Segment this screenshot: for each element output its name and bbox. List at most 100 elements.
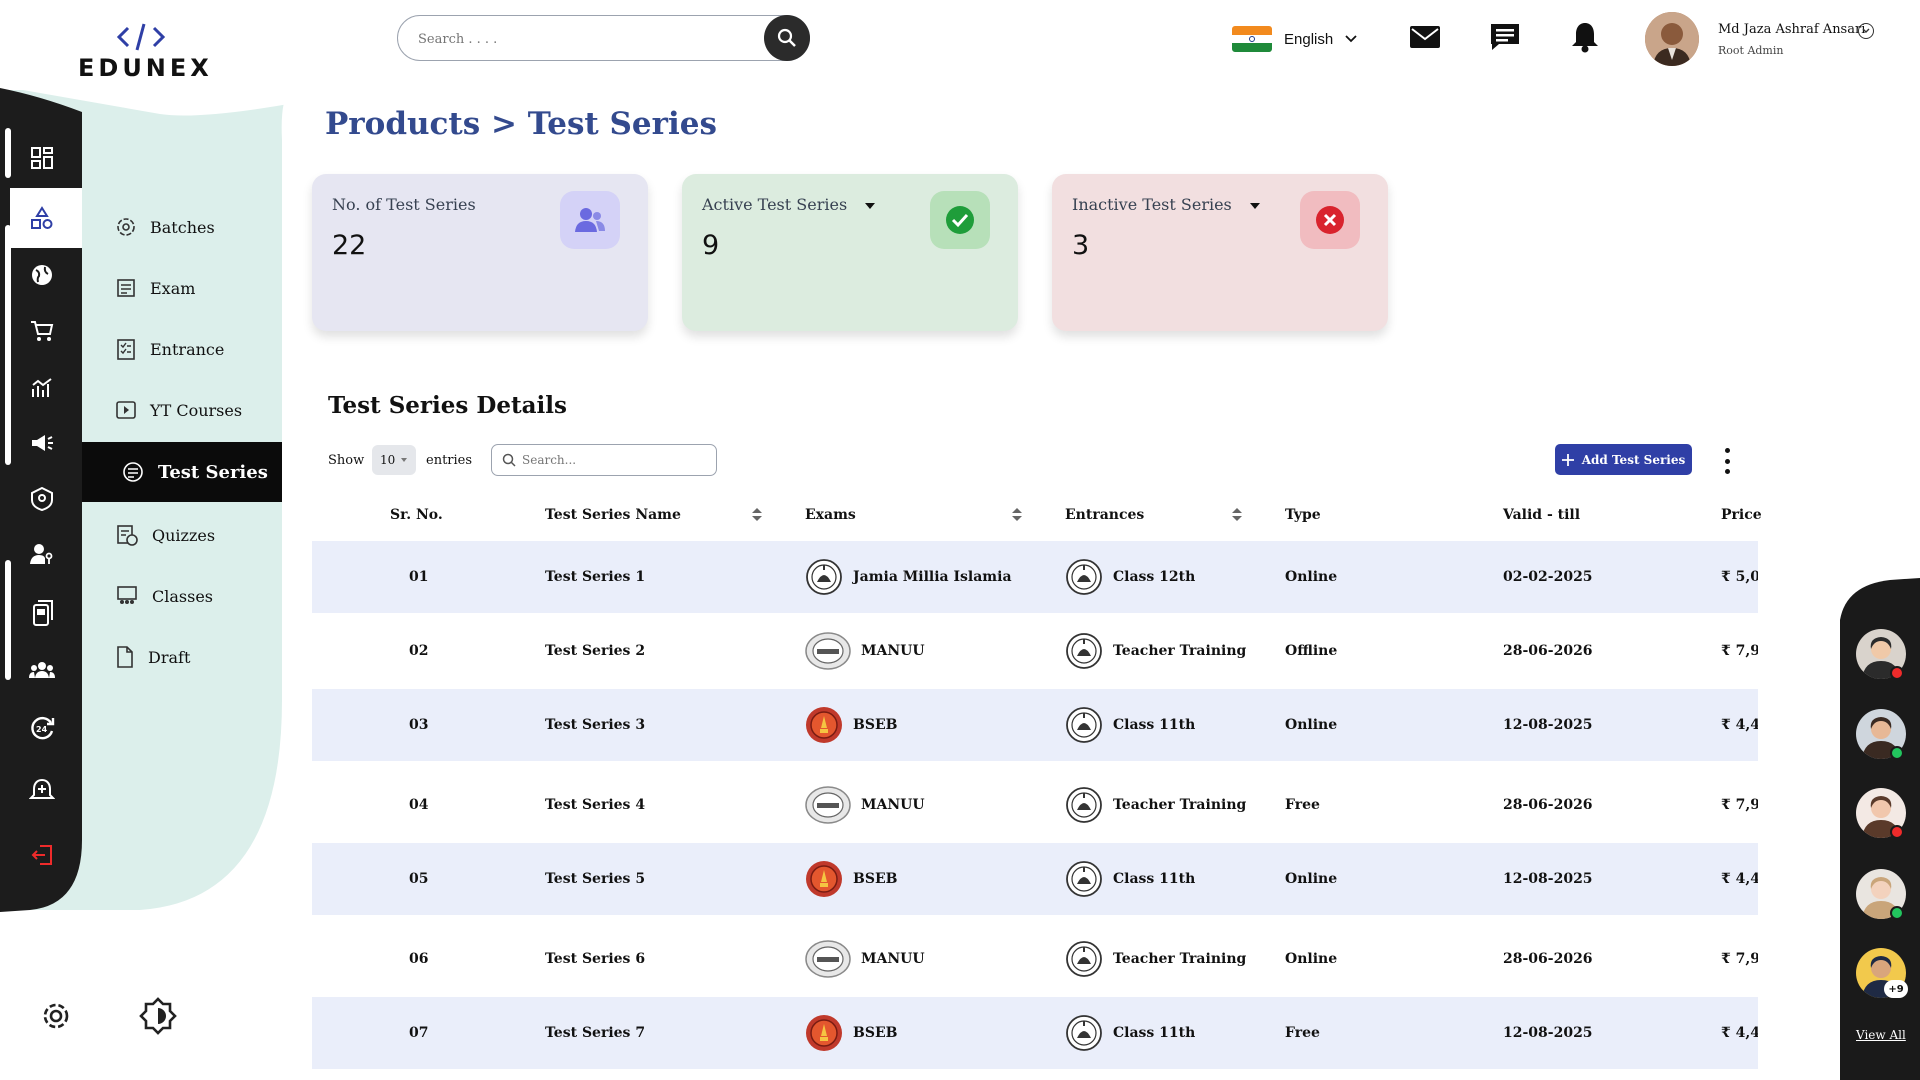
submenu-draft[interactable]: Draft xyxy=(116,643,190,671)
online-user-avatar[interactable] xyxy=(1856,869,1906,919)
table-row[interactable]: 01 Test Series 1 Jamia Millia Islamia Class… xyxy=(312,541,1758,613)
view-all-link[interactable]: View All xyxy=(1856,1028,1906,1042)
cell-name[interactable]: Test Series 1 xyxy=(545,569,646,585)
global-search-input[interactable] xyxy=(418,28,748,50)
rail-support[interactable]: 24 xyxy=(22,708,62,748)
device-icon xyxy=(33,600,53,626)
submenu-label: Classes xyxy=(152,586,213,606)
brand-logo[interactable]: EDUNEX xyxy=(78,22,209,84)
submenu-label: Test Series xyxy=(158,461,268,483)
plus-icon xyxy=(1561,453,1574,466)
column-header-valid[interactable]: Valid - till xyxy=(1503,507,1581,523)
submenu-label: Draft xyxy=(148,647,191,667)
page-size-select[interactable]: 10 xyxy=(372,445,416,475)
submenu-yt-courses[interactable]: YT Courses xyxy=(116,396,242,424)
submenu-entrance[interactable]: Entrance xyxy=(116,335,224,363)
rail-announcements[interactable] xyxy=(22,423,62,463)
add-test-series-button[interactable]: Add Test Series xyxy=(1555,444,1692,475)
cell-name[interactable]: Test Series 4 xyxy=(545,796,646,813)
global-search[interactable] xyxy=(397,15,810,61)
rail-dashboard[interactable] xyxy=(22,138,62,178)
user-name[interactable]: Md Jaza Ashraf Ansari xyxy=(1718,22,1866,37)
submenu-classes[interactable]: Classes xyxy=(116,582,213,610)
user-menu-chevron-icon[interactable] xyxy=(1858,23,1874,39)
column-header-entrances[interactable]: Entrances xyxy=(1065,507,1145,523)
cell-name[interactable]: Test Series 2 xyxy=(545,642,646,659)
exam-name: MANUU xyxy=(861,642,925,659)
table-search[interactable] xyxy=(491,444,717,476)
column-header-exams[interactable]: Exams xyxy=(805,507,856,523)
rail-security[interactable] xyxy=(22,479,62,519)
rail-products[interactable] xyxy=(22,198,62,238)
stat-label-row: Inactive Test Series xyxy=(1072,195,1260,214)
online-user-avatar[interactable] xyxy=(1856,948,1906,998)
column-header-sr[interactable]: Sr. No. xyxy=(390,507,443,523)
stat-card-total: No. of Test Series 22 xyxy=(312,174,648,331)
mail-button[interactable] xyxy=(1408,20,1442,54)
rail-analytics[interactable] xyxy=(22,368,62,408)
rail-alarm[interactable] xyxy=(22,770,62,810)
cell-sr: 01 xyxy=(409,569,429,585)
entrance-logo-icon xyxy=(1065,1014,1103,1052)
active-filter-caret-icon[interactable] xyxy=(865,202,876,209)
rail-devices[interactable] xyxy=(22,593,62,633)
cell-sr: 02 xyxy=(409,642,429,659)
chat-button[interactable] xyxy=(1488,20,1522,54)
submenu-exam[interactable]: Exam xyxy=(116,274,195,302)
submenu-quizzes[interactable]: Quizzes xyxy=(116,521,215,549)
submenu-label: Quizzes xyxy=(152,525,216,545)
stat-label-row: Active Test Series xyxy=(702,195,876,214)
notifications-button[interactable] xyxy=(1568,20,1602,54)
exam-name: BSEB xyxy=(853,1025,898,1041)
cell-exam: MANUU xyxy=(805,920,925,997)
table-row[interactable]: 02 Test Series 2 MANUU Teacher Training Offl… xyxy=(312,612,1758,689)
table-row[interactable]: 06 Test Series 6 MANUU Teacher Training Onli… xyxy=(312,920,1758,997)
sort-icon[interactable] xyxy=(752,508,762,522)
cell-name[interactable]: Test Series 3 xyxy=(545,717,646,733)
status-dot xyxy=(1890,906,1904,920)
cell-name[interactable]: Test Series 5 xyxy=(545,871,646,887)
entrance-name: Class 12th xyxy=(1113,569,1196,585)
cell-price: ₹ 7,90 xyxy=(1721,642,1758,659)
stat-icon-box xyxy=(560,191,620,249)
sort-icon[interactable] xyxy=(1232,508,1242,522)
sort-icon[interactable] xyxy=(1012,508,1022,522)
cell-valid: 28-06-2026 xyxy=(1503,642,1593,659)
column-header-name[interactable]: Test Series Name xyxy=(545,507,681,523)
table-row[interactable]: 04 Test Series 4 MANUU Teacher Training Free… xyxy=(312,766,1758,843)
youtube-icon xyxy=(116,401,136,419)
rail-groups[interactable] xyxy=(22,650,62,690)
column-header-price[interactable]: Price xyxy=(1721,507,1762,523)
stat-value: 22 xyxy=(332,230,367,261)
search-button[interactable] xyxy=(764,15,810,61)
settings-button[interactable] xyxy=(36,996,76,1036)
more-options-icon[interactable] xyxy=(1722,448,1732,474)
search-icon xyxy=(502,453,516,467)
cell-price: ₹ 4,49 xyxy=(1721,1025,1758,1041)
cell-name[interactable]: Test Series 7 xyxy=(545,1025,646,1041)
rail-logout[interactable] xyxy=(22,835,62,875)
online-user-avatar[interactable] xyxy=(1856,788,1906,838)
theme-button[interactable] xyxy=(138,996,178,1036)
rail-user-access[interactable] xyxy=(22,534,62,574)
batches-icon xyxy=(117,218,135,236)
status-dot xyxy=(1890,825,1904,839)
cell-entrance: Teacher Training xyxy=(1065,920,1246,997)
more-users-badge[interactable]: +9 xyxy=(1884,980,1908,998)
table-row[interactable]: 07 Test Series 7 BSEB Class 11th Free 12-08-2… xyxy=(312,997,1758,1069)
inactive-filter-caret-icon[interactable] xyxy=(1249,202,1260,209)
cell-type: Online xyxy=(1285,950,1338,967)
rail-globe[interactable] xyxy=(22,255,62,295)
quizzes-icon xyxy=(117,525,138,546)
table-row[interactable]: 03 Test Series 3 BSEB Class 11th Online 12-08… xyxy=(312,689,1758,761)
theme-icon xyxy=(139,997,177,1035)
cell-name[interactable]: Test Series 6 xyxy=(545,950,646,967)
submenu-test-series[interactable]: Test Series xyxy=(122,458,268,486)
language-selector[interactable]: English xyxy=(1232,26,1357,52)
rail-cart[interactable] xyxy=(22,311,62,351)
table-search-input[interactable] xyxy=(522,453,702,467)
submenu-batches[interactable]: Batches xyxy=(116,213,215,241)
user-avatar[interactable] xyxy=(1645,12,1699,66)
table-row[interactable]: 05 Test Series 5 BSEB Class 11th Online 12-08… xyxy=(312,843,1758,915)
column-header-type[interactable]: Type xyxy=(1285,507,1321,523)
